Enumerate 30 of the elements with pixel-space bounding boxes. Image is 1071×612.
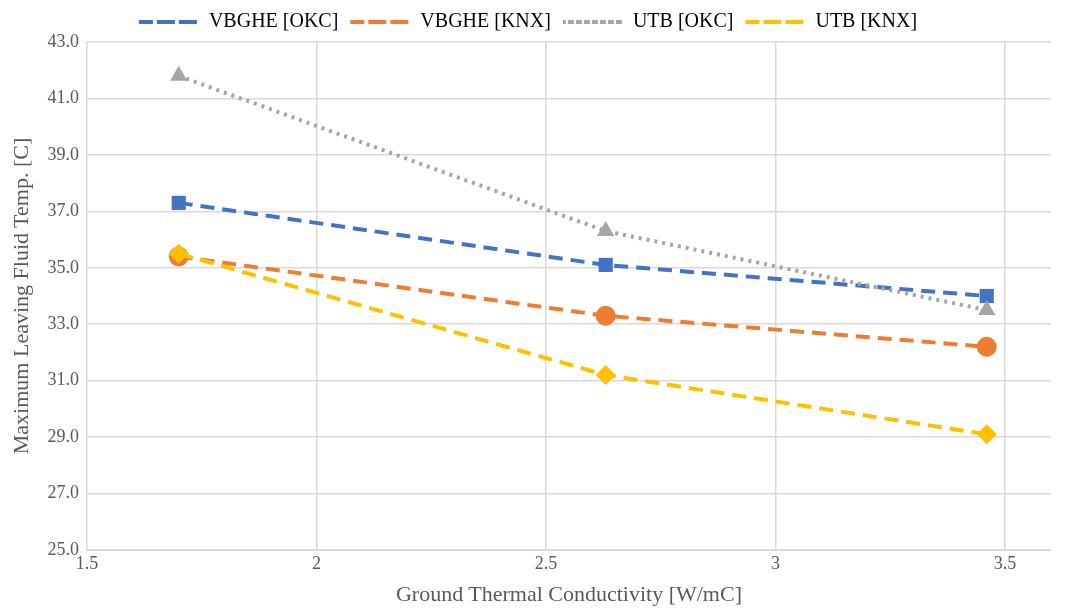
legend-label: UTB [OKC] (632, 9, 734, 32)
y-tick-label: 35.0 (47, 256, 79, 277)
legend-label: VBGHE [KNX] (420, 9, 551, 32)
point (978, 300, 996, 316)
y-tick-label: 43.0 (47, 30, 79, 51)
x-tick-label: 2.5 (534, 552, 558, 573)
point (976, 336, 997, 357)
y-tick-label: 39.0 (47, 143, 79, 164)
y-tick-label: 33.0 (47, 312, 79, 333)
y-tick-label: 25.0 (47, 538, 79, 559)
point (597, 221, 615, 237)
x-tick-label: 3 (771, 552, 781, 573)
y-tick-label: 27.0 (47, 482, 79, 503)
point (976, 424, 997, 445)
x-tick-label: 2 (311, 552, 321, 573)
point (979, 288, 994, 304)
y-tick-label: 31.0 (47, 369, 79, 390)
x-axis-title: Ground Thermal Conductivity [W/mC] (395, 580, 742, 606)
y-tick-label: 41.0 (47, 87, 79, 108)
point (170, 65, 188, 81)
legend-label: UTB [KNX] (815, 9, 918, 32)
point (171, 195, 186, 210)
y-tick-label: 29.0 (47, 425, 79, 446)
y-axis-title: Maximum Leaving Fluid Temp. [C] (7, 137, 33, 455)
point (595, 305, 616, 326)
point (598, 257, 613, 273)
y-tick-label: 37.0 (47, 200, 79, 221)
x-tick-label: 3.5 (993, 552, 1017, 573)
legend-label: VBGHE [OKC] (208, 9, 339, 32)
point (595, 365, 616, 386)
